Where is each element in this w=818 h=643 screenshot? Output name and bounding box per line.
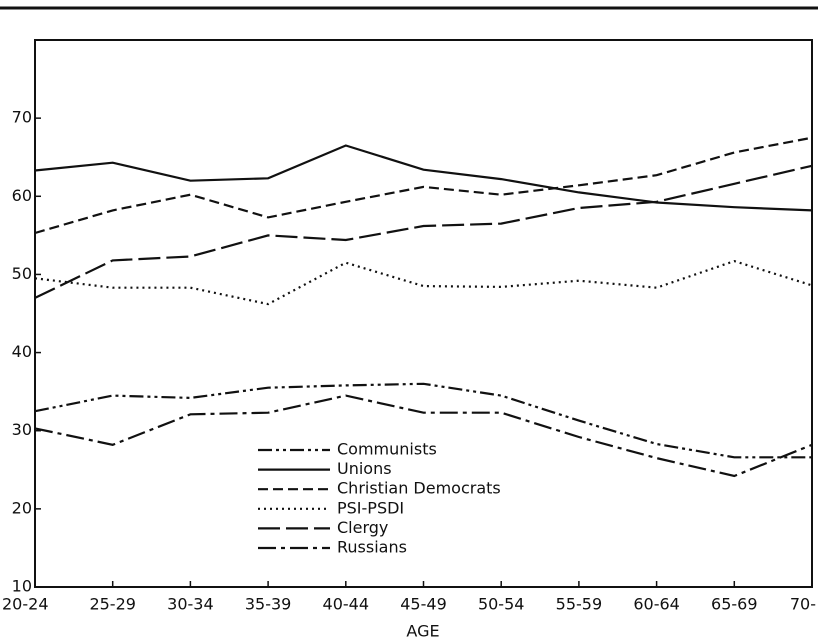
x-tick-label: 50-54 <box>478 595 525 614</box>
x-tick-label: 35-39 <box>245 595 292 614</box>
x-tick-label: 40-44 <box>323 595 370 614</box>
x-tick-label: 30-34 <box>167 595 214 614</box>
x-tick-label: 70- <box>790 595 816 614</box>
x-tick-label: 55-59 <box>556 595 603 614</box>
legend-label: Clergy <box>337 518 388 537</box>
y-tick-label: 50 <box>12 264 32 283</box>
legend-label: PSI-PSDI <box>337 498 404 517</box>
x-axis-label: AGE <box>406 622 439 641</box>
series-line <box>34 394 813 478</box>
series-line <box>34 382 812 459</box>
x-tick-label: 45-49 <box>400 595 447 614</box>
legend-label: Christian Democrats <box>337 479 501 498</box>
series-line <box>34 136 813 235</box>
y-tick-label: 30 <box>12 420 32 439</box>
y-tick-label: 20 <box>12 498 32 517</box>
legend-label: Communists <box>337 440 437 459</box>
series-line <box>34 164 813 299</box>
x-tick-label: 20-24 <box>2 595 49 614</box>
y-tick-label: 60 <box>12 186 32 205</box>
x-tick-label: 25-29 <box>89 595 136 614</box>
x-tick-label: 60-64 <box>633 595 680 614</box>
x-tick-label: 65-69 <box>711 595 758 614</box>
y-tick-label: 70 <box>12 108 32 127</box>
series-line <box>34 144 813 212</box>
y-tick-label: 40 <box>12 342 32 361</box>
legend-label: Unions <box>337 459 392 478</box>
plot-frame <box>34 39 813 588</box>
series-line <box>34 259 813 306</box>
legend-label: Russians <box>337 538 407 557</box>
y-tick-label: 10 <box>12 577 32 596</box>
